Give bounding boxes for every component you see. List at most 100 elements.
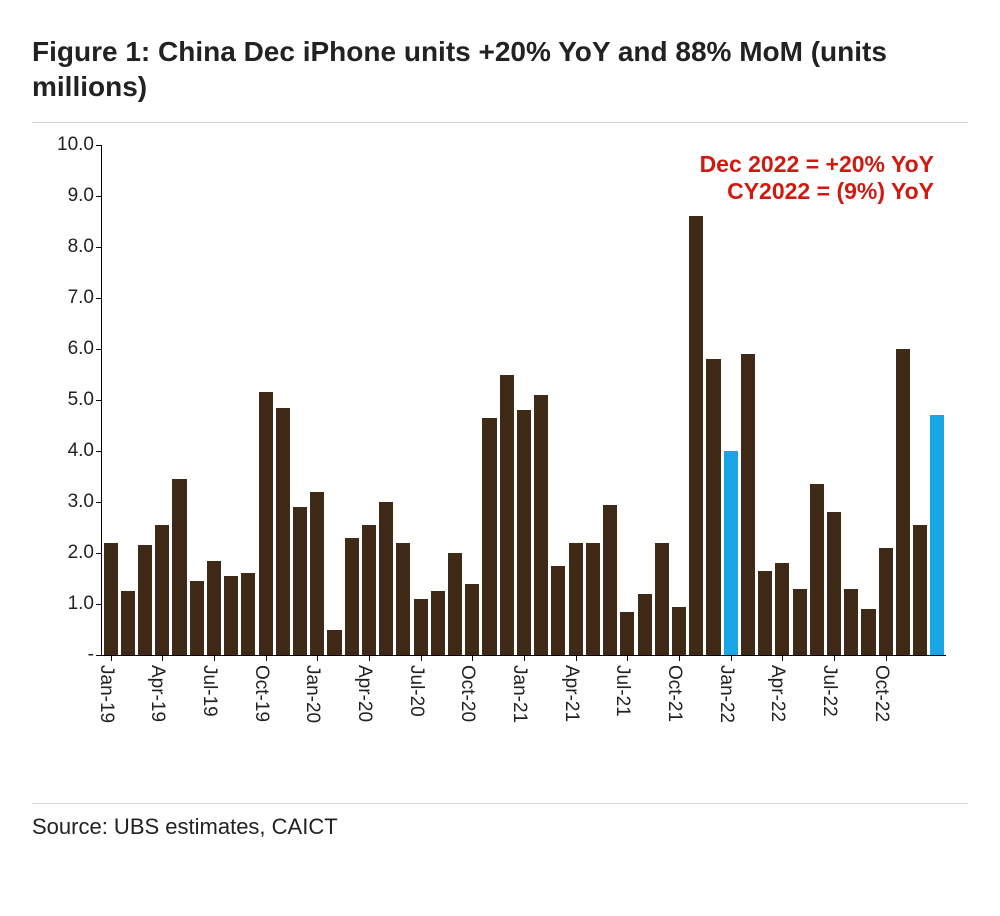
bar bbox=[448, 553, 462, 655]
bar bbox=[155, 525, 169, 655]
bar bbox=[500, 375, 514, 656]
x-tick-label: Jul-22 bbox=[818, 665, 840, 717]
bar bbox=[810, 484, 824, 655]
bar bbox=[758, 571, 772, 655]
bar bbox=[534, 395, 548, 655]
bar bbox=[896, 349, 910, 655]
bar bbox=[327, 630, 341, 656]
bar bbox=[310, 492, 324, 655]
bar bbox=[138, 545, 152, 655]
source-line: Source: UBS estimates, CAICT bbox=[32, 804, 968, 840]
bar bbox=[603, 505, 617, 655]
bar bbox=[207, 561, 221, 655]
bar bbox=[431, 591, 445, 655]
bar bbox=[345, 538, 359, 655]
bar bbox=[724, 451, 738, 655]
x-tick-label: Jan-20 bbox=[301, 665, 323, 723]
x-tick-mark bbox=[162, 655, 163, 661]
y-tick-label: 7.0 bbox=[68, 287, 102, 309]
y-tick-label: 4.0 bbox=[68, 440, 102, 462]
x-tick-label: Apr-22 bbox=[766, 665, 788, 722]
bar bbox=[551, 566, 565, 655]
bar bbox=[620, 612, 634, 655]
x-tick-mark bbox=[627, 655, 628, 661]
x-tick-label: Jan-22 bbox=[715, 665, 737, 723]
x-tick-mark bbox=[886, 655, 887, 661]
chart-annotation: Dec 2022 = +20% YoYCY2022 = (9%) YoY bbox=[700, 151, 934, 205]
bar bbox=[414, 599, 428, 655]
bar bbox=[879, 548, 893, 655]
bar bbox=[861, 609, 875, 655]
x-tick-mark bbox=[524, 655, 525, 661]
bar bbox=[465, 584, 479, 655]
bar bbox=[121, 591, 135, 655]
bar bbox=[913, 525, 927, 655]
bar bbox=[362, 525, 376, 655]
x-tick-label: Oct-20 bbox=[456, 665, 478, 722]
bar bbox=[655, 543, 669, 655]
x-tick-label: Jul-19 bbox=[198, 665, 220, 717]
y-tick-label: 9.0 bbox=[68, 185, 102, 207]
x-tick-mark bbox=[834, 655, 835, 661]
bar bbox=[293, 507, 307, 655]
annotation-line: CY2022 = (9%) YoY bbox=[700, 178, 934, 205]
x-tick-mark bbox=[679, 655, 680, 661]
bar bbox=[241, 573, 255, 655]
bar bbox=[793, 589, 807, 655]
x-tick-mark bbox=[111, 655, 112, 661]
y-tick-label: 6.0 bbox=[68, 338, 102, 360]
x-tick-mark bbox=[782, 655, 783, 661]
bar bbox=[379, 502, 393, 655]
bar bbox=[827, 512, 841, 655]
x-tick-label: Jul-20 bbox=[405, 665, 427, 717]
bar bbox=[259, 392, 273, 655]
annotation-line: Dec 2022 = +20% YoY bbox=[700, 151, 934, 178]
plot-area: -1.02.03.04.05.06.07.08.09.010.0Jan-19Ap… bbox=[102, 145, 946, 655]
y-tick-label: 1.0 bbox=[68, 593, 102, 615]
y-tick-label: 8.0 bbox=[68, 236, 102, 258]
bar bbox=[224, 576, 238, 655]
bar bbox=[689, 216, 703, 655]
bar bbox=[706, 359, 720, 655]
bar bbox=[844, 589, 858, 655]
x-tick-label: Apr-21 bbox=[560, 665, 582, 722]
bar bbox=[104, 543, 118, 655]
x-tick-mark bbox=[266, 655, 267, 661]
bar bbox=[638, 594, 652, 655]
figure-title: Figure 1: China Dec iPhone units +20% Yo… bbox=[32, 28, 968, 122]
y-tick-label: 5.0 bbox=[68, 389, 102, 411]
bar bbox=[741, 354, 755, 655]
x-tick-mark bbox=[472, 655, 473, 661]
y-tick-label: - bbox=[88, 644, 102, 666]
x-tick-mark bbox=[576, 655, 577, 661]
y-tick-label: 3.0 bbox=[68, 491, 102, 513]
x-tick-label: Jan-21 bbox=[508, 665, 530, 723]
x-tick-mark bbox=[214, 655, 215, 661]
x-tick-label: Apr-20 bbox=[353, 665, 375, 722]
bar bbox=[586, 543, 600, 655]
x-tick-label: Jan-19 bbox=[95, 665, 117, 723]
chart-area: - 1.0 2.0 3.0 4.0 5.0 6.0 7.0 8.0 9.0 10.0 Jan-19 Ap… bbox=[32, 123, 968, 803]
bar bbox=[569, 543, 583, 655]
x-tick-mark bbox=[317, 655, 318, 661]
bar bbox=[190, 581, 204, 655]
bar-extra bbox=[930, 415, 944, 655]
x-tick-label: Apr-19 bbox=[146, 665, 168, 722]
figure-container: Figure 1: China Dec iPhone units +20% Yo… bbox=[0, 0, 1000, 916]
bar bbox=[172, 479, 186, 655]
bar bbox=[276, 408, 290, 655]
bar bbox=[517, 410, 531, 655]
x-tick-label: Jul-21 bbox=[611, 665, 633, 717]
x-tick-mark bbox=[369, 655, 370, 661]
y-tick-label: 10.0 bbox=[57, 134, 102, 156]
x-tick-mark bbox=[731, 655, 732, 661]
bar bbox=[482, 418, 496, 655]
x-tick-label: Oct-22 bbox=[870, 665, 892, 722]
y-tick-label: 2.0 bbox=[68, 542, 102, 564]
bar bbox=[672, 607, 686, 655]
bar bbox=[396, 543, 410, 655]
bar bbox=[775, 563, 789, 655]
x-tick-label: Oct-19 bbox=[250, 665, 272, 722]
x-tick-label: Oct-21 bbox=[663, 665, 685, 722]
x-tick-mark bbox=[421, 655, 422, 661]
